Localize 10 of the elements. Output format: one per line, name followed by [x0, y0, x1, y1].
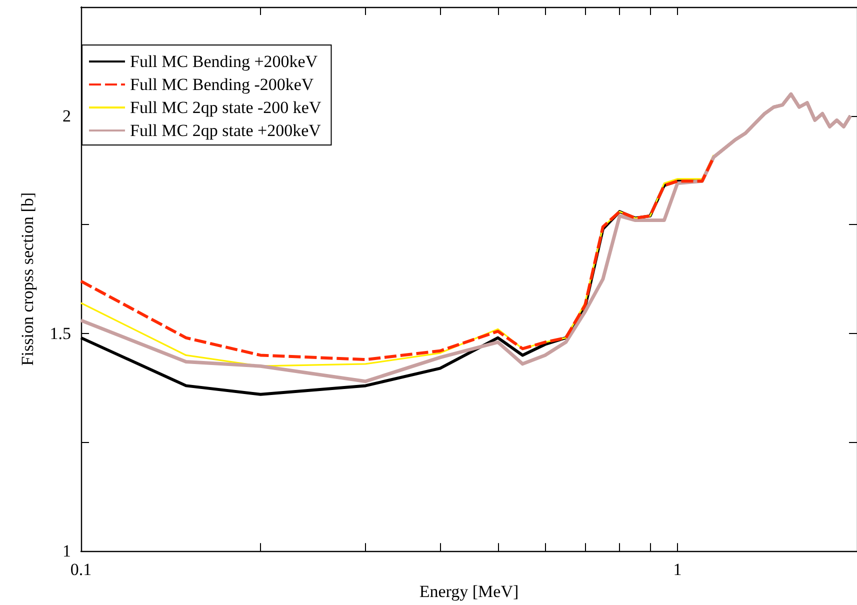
y-axis-title: Fission cropss section [b]	[18, 192, 37, 366]
legend-label: Full MC 2qp state +200keV	[130, 121, 322, 140]
legend-label: Full MC 2qp state -200 keV	[130, 98, 322, 117]
legend-label: Full MC Bending -200keV	[130, 75, 314, 94]
x-tick-label: 0.1	[70, 560, 92, 580]
x-axis-title: Energy [MeV]	[419, 582, 519, 601]
y-tick-label: 1.5	[50, 324, 71, 343]
y-tick-label: 2	[62, 106, 71, 126]
y-tick-label: 1	[62, 542, 71, 561]
legend-label: Full MC Bending +200keV	[130, 52, 318, 71]
